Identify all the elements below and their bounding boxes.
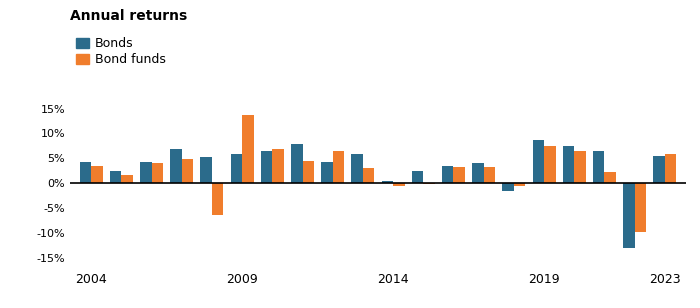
Bar xyxy=(635,183,646,232)
Bar xyxy=(200,157,212,183)
Bar xyxy=(363,168,375,183)
Bar xyxy=(121,175,133,183)
Bar xyxy=(623,183,635,248)
Bar xyxy=(665,154,676,183)
Bar xyxy=(454,167,465,183)
Bar xyxy=(653,156,665,183)
Bar xyxy=(230,154,242,183)
Text: Annual returns: Annual returns xyxy=(70,9,188,23)
Bar xyxy=(514,183,526,186)
Bar xyxy=(332,151,344,183)
Bar xyxy=(242,115,253,183)
Bar xyxy=(302,161,314,183)
Bar xyxy=(170,148,182,183)
Bar xyxy=(91,166,103,183)
Bar xyxy=(151,163,163,183)
Bar xyxy=(473,163,484,183)
Bar xyxy=(593,151,605,183)
Bar xyxy=(563,146,574,183)
Bar xyxy=(110,171,121,183)
Bar xyxy=(291,144,302,183)
Bar xyxy=(442,166,454,183)
Bar xyxy=(412,171,424,183)
Bar xyxy=(533,140,544,183)
Bar xyxy=(80,162,91,183)
Bar xyxy=(393,183,405,186)
Bar xyxy=(544,146,556,183)
Bar xyxy=(574,151,586,183)
Bar xyxy=(182,159,193,183)
Legend: Bonds, Bond funds: Bonds, Bond funds xyxy=(76,37,166,66)
Bar xyxy=(605,172,616,183)
Bar xyxy=(272,149,284,183)
Bar xyxy=(424,183,435,184)
Bar xyxy=(503,183,514,191)
Bar xyxy=(321,162,332,183)
Bar xyxy=(382,180,393,183)
Bar xyxy=(261,151,272,183)
Bar xyxy=(351,154,363,183)
Bar xyxy=(140,162,151,183)
Bar xyxy=(212,183,223,215)
Bar xyxy=(484,167,495,183)
